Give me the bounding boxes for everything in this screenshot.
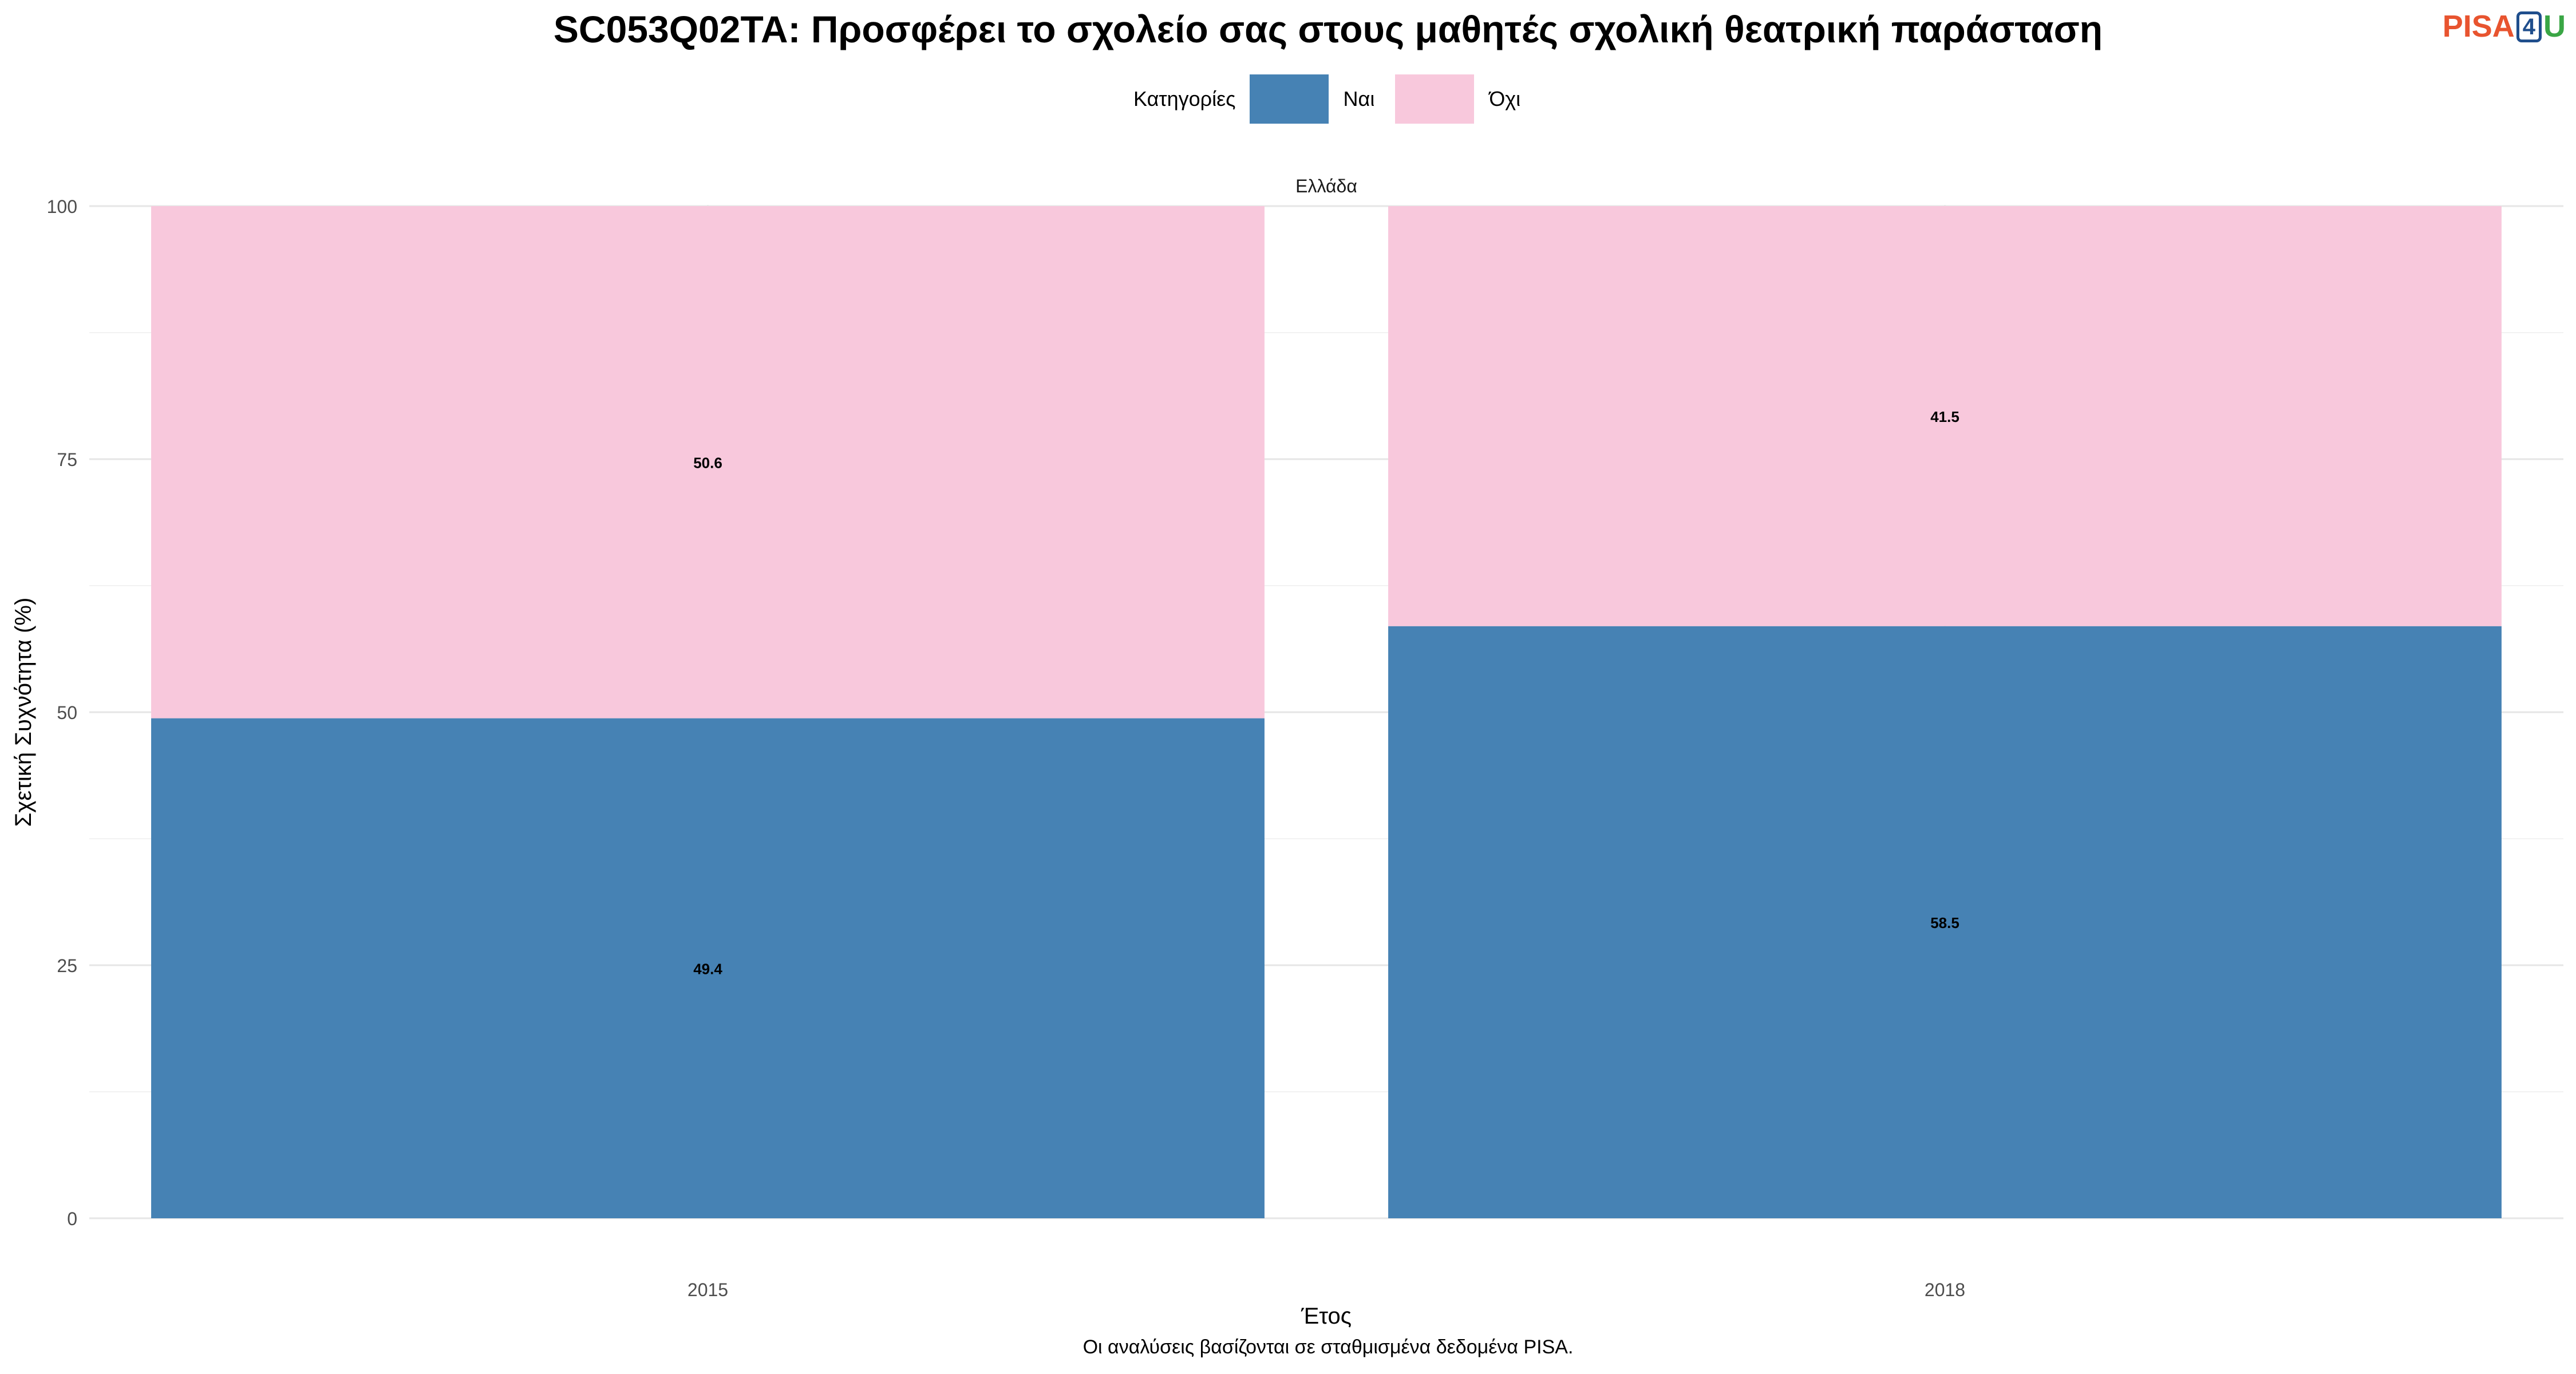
bar-yes-2015 — [151, 718, 1265, 1218]
bar-no-2018 — [1388, 206, 2502, 626]
chart-title: SC053Q02TA: Προσφέρει το σχολείο σας στο… — [553, 8, 2103, 50]
y-tick-label: 50 — [57, 702, 77, 723]
legend-key-yes — [1249, 74, 1329, 124]
x-tick-label: 2015 — [688, 1280, 728, 1300]
x-tick-label: 2018 — [1925, 1280, 1965, 1300]
y-tick-label: 0 — [67, 1209, 77, 1229]
data-label: 50.6 — [693, 454, 722, 471]
y-axis-title: Σχετική Συχνότητα (%) — [11, 598, 36, 827]
legend-label-yes: Ναι — [1343, 87, 1375, 110]
caption: Οι αναλύσεις βασίζονται σε σταθμισμένα δ… — [1082, 1336, 1574, 1358]
bar-yes-2018 — [1388, 626, 2502, 1218]
data-label: 41.5 — [1930, 408, 1959, 425]
legend-key-no — [1395, 74, 1475, 124]
bar-no-2015 — [151, 206, 1265, 718]
logo-text-pisa: PISA — [2442, 9, 2515, 44]
logo-text-4: 4 — [2516, 11, 2542, 42]
y-tick-label: 25 — [57, 956, 77, 976]
y-tick-label: 100 — [47, 196, 77, 217]
legend-title: Κατηγορίες — [1133, 87, 1236, 110]
x-axis-title: Έτος — [1301, 1304, 1352, 1329]
pisa4u-logo: PISA 4 U — [2443, 9, 2566, 44]
data-label: 49.4 — [693, 960, 722, 977]
logo-text-u: U — [2543, 9, 2566, 44]
legend-label-no: Όχι — [1489, 87, 1521, 110]
y-tick-label: 75 — [57, 449, 77, 470]
legend: Κατηγορίες Ναι Όχι — [1133, 73, 1541, 125]
facet-label: Ελλάδα — [1295, 176, 1357, 196]
data-label: 58.5 — [1930, 914, 1959, 931]
